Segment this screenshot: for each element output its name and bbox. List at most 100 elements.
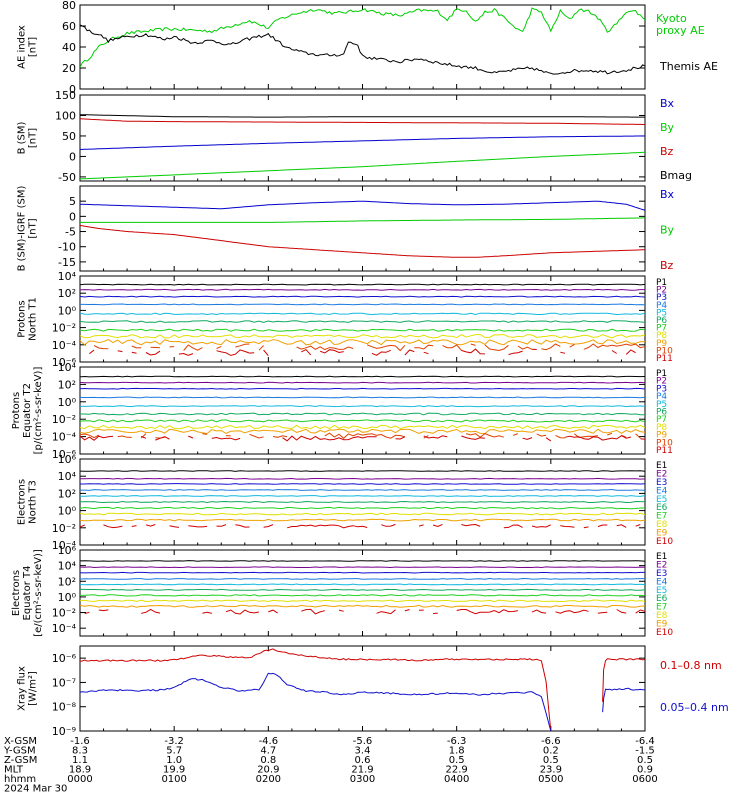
y-tick-label: 10⁴: [58, 560, 77, 573]
x-tick-label: 0600: [632, 774, 657, 785]
panel-pn1: 10⁻⁶ 10⁻⁴ 10⁻² 10⁰ 10² 10⁴ Protons North T1 P1P2…: [17, 270, 674, 369]
legend-p4: P4: [656, 301, 667, 311]
y-tick-label: 10⁻⁶: [52, 356, 77, 369]
series-line-p1: [80, 283, 645, 286]
panel-y-label: Xray flux: [17, 666, 28, 711]
legend-p6: P6: [656, 316, 667, 326]
panel-y-label: North T3: [28, 480, 39, 524]
series-line-p6: [80, 412, 645, 416]
legend-e3: E3: [656, 478, 667, 488]
y-tick-label: 10⁻⁷: [52, 676, 76, 689]
x-tick-label: 1.8: [449, 746, 465, 757]
y-tick-label: 10⁴: [58, 470, 77, 483]
series-line-p10: [80, 432, 641, 439]
x-tick-label: 0.6: [355, 755, 371, 766]
y-tick-label: 10⁻⁴: [52, 339, 77, 352]
x-tick-label: -3.2: [164, 736, 184, 747]
series-group: [80, 375, 645, 442]
series-group: [80, 7, 645, 75]
panel-frame: [79, 645, 646, 732]
legend-themis-ae: Themis AE: [659, 60, 718, 73]
y-tick-label: 10⁻²: [52, 413, 76, 426]
series-line-e10: [84, 608, 645, 615]
panel-frame: [79, 94, 646, 182]
panel-frame: [79, 549, 646, 637]
legend-e1: E1: [656, 552, 667, 562]
y-tick-label: 20: [62, 62, 76, 75]
legend-e7: E7: [656, 603, 667, 613]
series-line-e7: [80, 506, 645, 510]
series-line-e6: [80, 500, 645, 504]
legend-bz: Bz: [660, 259, 674, 272]
series-line-0-1-0-8-nm-late-: [602, 658, 645, 702]
series-line-p11: [89, 348, 636, 357]
x-tick-label: -6.6: [541, 736, 561, 747]
series-line-e1: [80, 560, 645, 562]
legend-bz: Bz: [660, 145, 674, 158]
legend-p10: P10: [656, 438, 673, 448]
panel-bigrf: -15 -10 -5 0 5 B (SM)-IGRF (SM) [nT] Bx By Bz: [17, 185, 675, 272]
series-line-bz: [80, 225, 645, 258]
panel-y-label: [e/(cm²-s-sr-keV)]: [33, 549, 44, 637]
y-tick-label: 50: [62, 130, 76, 143]
x-tick-label: 0000: [67, 774, 92, 785]
y-tick-label: 10⁻⁹: [52, 725, 76, 738]
y-tick-label: 10⁻⁴: [52, 539, 77, 552]
legend-e10: E10: [656, 628, 673, 638]
series-line-p7: [80, 419, 645, 423]
series-line-0-05-0-4-nm-late-: [602, 687, 645, 713]
legend-p8: P8: [656, 423, 667, 433]
legend-e9: E9: [656, 620, 668, 630]
x-tick-label: 0.5: [543, 755, 559, 766]
x-tick-label: 22.9: [446, 765, 468, 776]
series-line-kyoto-proxy-ae: [80, 7, 645, 68]
y-tick-label: 10⁻⁴: [52, 431, 77, 444]
y-tick-label: 10²: [58, 575, 76, 588]
series-line-p9: [80, 339, 645, 346]
series-line-e2: [80, 566, 645, 569]
y-tick-label: 10⁶: [58, 453, 77, 466]
x-tick-label: 0.5: [637, 755, 653, 766]
panel-y-label: Protons: [11, 392, 22, 429]
series-line-p5: [80, 312, 645, 316]
series-line-p4: [80, 396, 645, 399]
y-tick-label: 10⁰: [58, 304, 77, 317]
panel-y-label: AE index: [17, 25, 28, 69]
panel-ee4: 10⁻⁴ 10⁻² 10⁰ 10² 10⁴ 10⁶ Electrons Equator T4[…: [11, 544, 673, 638]
x-tick-label: 21.9: [351, 765, 373, 776]
y-tick-label: 80: [62, 0, 76, 12]
panel-bsm: -50 0 50 100 150 B (SM) [nT] Bx By Bz Bmag: [17, 89, 693, 184]
series-line-e3: [80, 483, 645, 485]
x-tick-label: 0.9: [637, 765, 653, 776]
panel-y-label: Equator T2: [22, 383, 33, 438]
series-line-e3: [80, 571, 645, 574]
legend-p8: P8: [656, 331, 667, 341]
x-tick-label: 0400: [444, 774, 469, 785]
legend: Bx By Bz: [660, 188, 675, 272]
x-tick-label: -6.3: [447, 736, 467, 747]
x-row-label: Y-GSM: [3, 746, 36, 757]
panel-y-label: [nT]: [28, 218, 39, 238]
panel-y-label: Electrons: [17, 479, 28, 525]
y-tick-label: 40: [62, 41, 76, 54]
series-line-e8: [80, 599, 645, 603]
panel-y-label: [nT]: [28, 128, 39, 148]
series-group: [80, 283, 645, 357]
legend-e3: E3: [656, 569, 667, 579]
series-line-p4: [80, 303, 645, 306]
y-tick-label: 10²: [58, 487, 76, 500]
x-tick-label: -4.6: [259, 736, 279, 747]
legend-p9: P9: [656, 339, 667, 349]
series-line-e1: [80, 470, 645, 472]
legend-e7: E7: [656, 512, 667, 522]
y-tick-label: -5: [65, 226, 76, 239]
legend-p11: P11: [656, 446, 673, 456]
x-tick-label: 0.8: [260, 755, 276, 766]
x-tick-label: 3.4: [355, 746, 371, 757]
